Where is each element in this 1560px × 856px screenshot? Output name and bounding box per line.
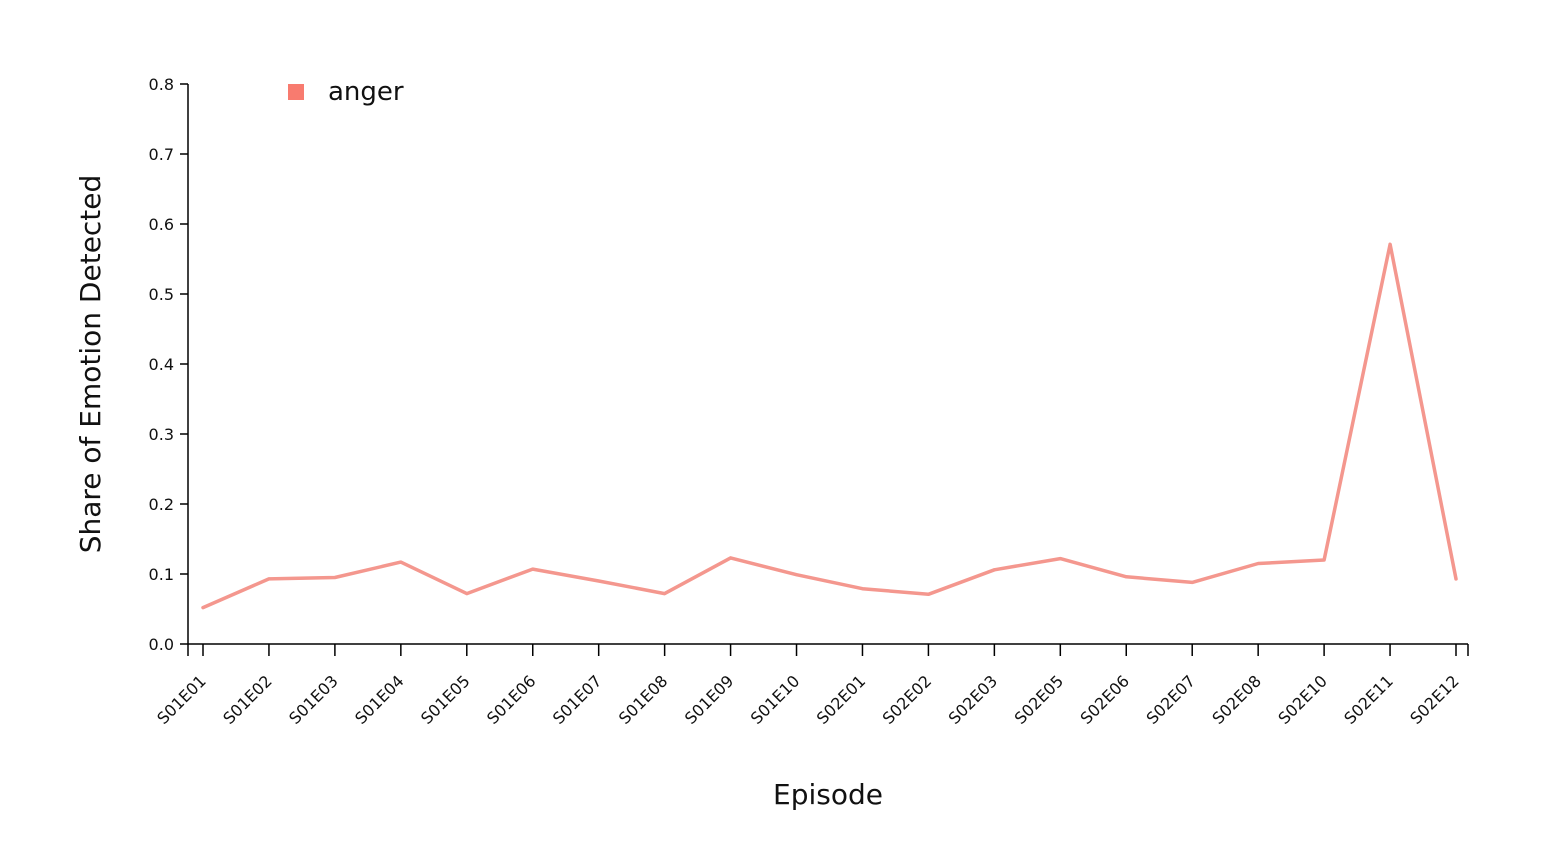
y-tick-label: 0.6 <box>149 215 174 234</box>
data-point <box>399 560 403 564</box>
legend: anger <box>288 77 404 107</box>
x-tick-label: S01E07 <box>549 671 606 728</box>
y-tick-label: 0.8 <box>149 75 174 94</box>
x-tick-label: S01E09 <box>681 671 738 728</box>
x-tick-label: S02E10 <box>1274 671 1331 728</box>
x-tick-label: S02E01 <box>813 671 870 728</box>
x-axis-title: Episode <box>773 778 883 811</box>
data-point <box>465 592 469 596</box>
x-tick-label: S02E06 <box>1077 671 1134 728</box>
x-tick-label: S02E03 <box>945 671 1002 728</box>
data-point <box>1190 580 1194 584</box>
x-tick-label: S01E03 <box>285 671 342 728</box>
data-point <box>1256 562 1260 565</box>
x-tick-label: S01E06 <box>483 671 540 728</box>
y-tick-label: 0.2 <box>149 495 174 514</box>
data-point <box>1454 577 1458 581</box>
x-tick-label: S02E08 <box>1208 671 1265 728</box>
y-axis-title: Share of Emotion Detected <box>74 175 107 554</box>
data-point <box>1124 575 1128 579</box>
y-tick-label: 0.1 <box>149 565 174 584</box>
x-axis: S01E01 S01E02 S01E03 S01E04 S01E05 S01E06 S01E… <box>153 643 1469 728</box>
data-point <box>1388 242 1392 246</box>
x-tick-label: S01E05 <box>417 671 474 728</box>
x-tick-label: S02E05 <box>1011 671 1068 728</box>
y-tick-label: 0.3 <box>149 425 174 444</box>
legend-label-anger: anger <box>328 77 404 107</box>
data-point <box>860 587 864 591</box>
data-point <box>267 577 271 581</box>
x-tick-label: S02E11 <box>1340 671 1397 728</box>
series-line-anger <box>201 242 1458 610</box>
series-layer <box>201 242 1458 610</box>
y-tick-label: 0.0 <box>149 635 174 654</box>
data-point <box>1058 557 1062 561</box>
data-point <box>663 592 667 596</box>
legend-swatch-anger <box>288 84 304 100</box>
y-tick-label: 0.4 <box>149 355 174 374</box>
y-axis: 0.0 0.1 0.2 0.3 0.4 0.5 0.6 0.7 0.8 <box>149 75 189 654</box>
data-point <box>926 592 930 596</box>
data-point <box>1322 558 1326 562</box>
data-point <box>597 579 601 583</box>
x-tick-label: S01E01 <box>153 671 210 728</box>
data-point <box>201 606 205 610</box>
data-point <box>729 556 733 560</box>
y-tick-label: 0.7 <box>149 145 174 164</box>
y-tick-label: 0.5 <box>149 285 174 304</box>
x-tick-label: S01E10 <box>747 671 804 728</box>
x-tick-label: S01E04 <box>351 671 408 728</box>
data-point <box>333 576 337 579</box>
data-point <box>531 567 535 571</box>
data-point <box>795 573 799 577</box>
data-point <box>992 568 996 572</box>
x-tick-label: S01E02 <box>219 671 276 728</box>
x-tick-label: S02E12 <box>1406 671 1463 728</box>
x-tick-label: S01E08 <box>615 671 672 728</box>
x-tick-label: S02E02 <box>879 671 936 728</box>
x-tick-label: S02E07 <box>1142 671 1199 728</box>
